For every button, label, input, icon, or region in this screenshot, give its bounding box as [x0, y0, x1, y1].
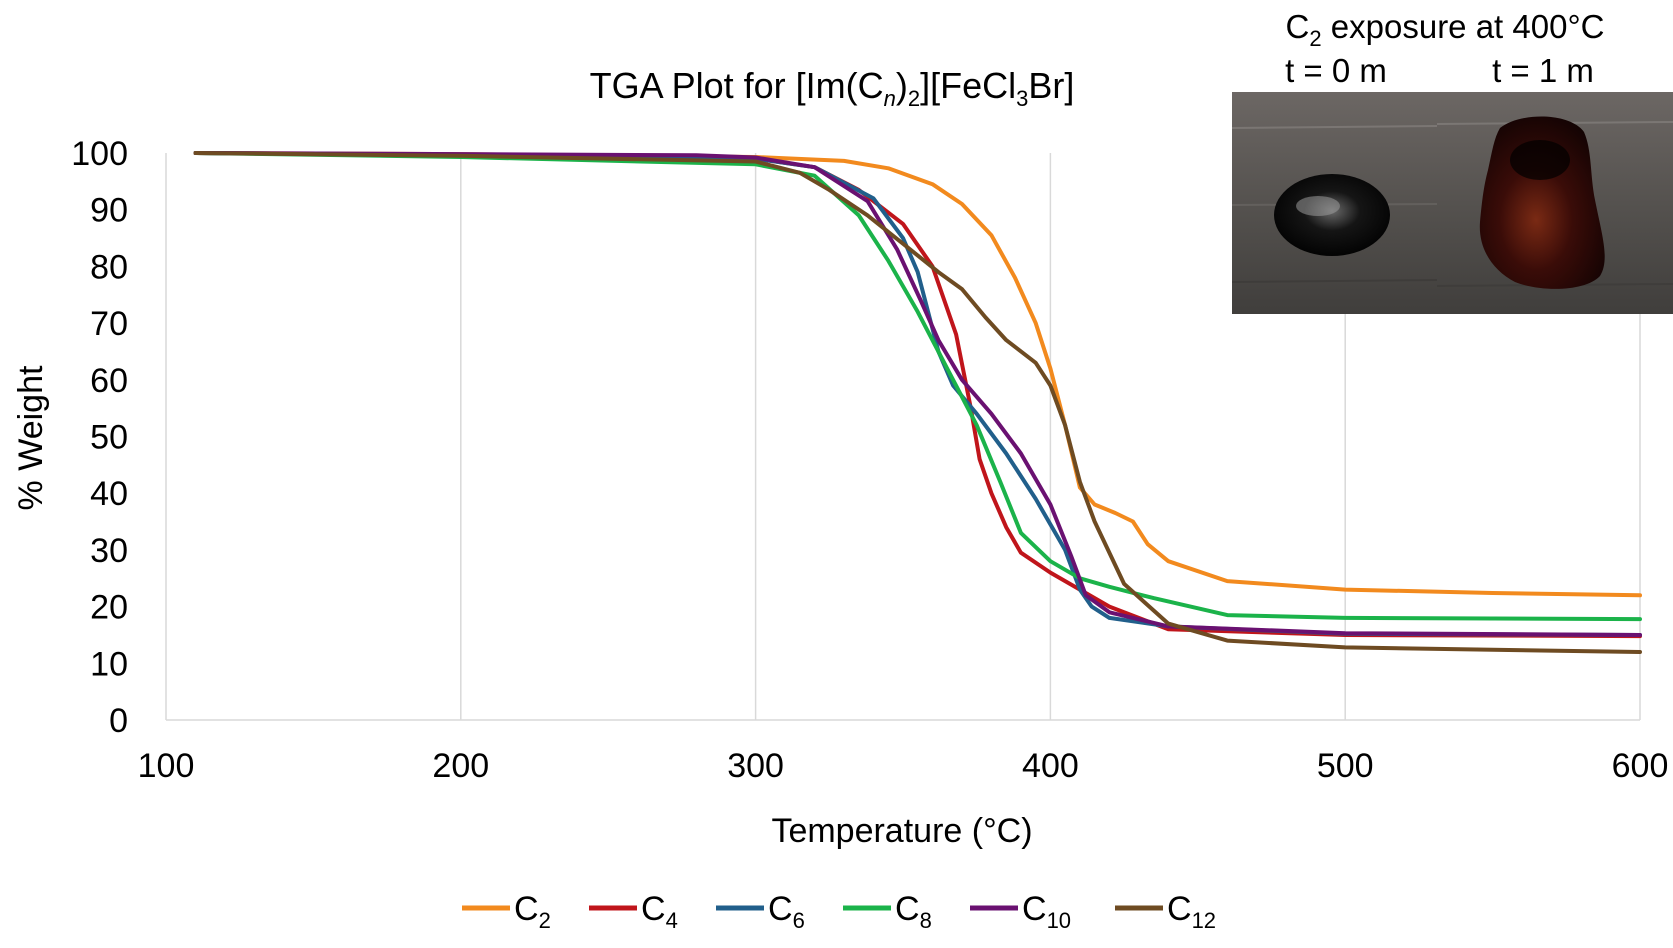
y-tick-label: 100: [71, 135, 128, 173]
data-series: [193, 151, 1642, 654]
photo-after: [1436, 92, 1673, 314]
x-axis-title: Temperature (°C): [771, 812, 1032, 850]
inset-title: C2 exposure at 400°C: [1286, 8, 1605, 51]
y-tick-label: 50: [90, 419, 128, 457]
legend-item-c12: C12: [1115, 890, 1216, 933]
y-tick-label: 30: [90, 532, 128, 570]
legend-item-c8: C8: [843, 890, 932, 933]
inset-label-left: t = 0 m: [1285, 52, 1387, 89]
inset-photos: C2 exposure at 400°C t = 0 m t = 1 m: [1231, 8, 1673, 314]
x-tick-label: 200: [432, 747, 489, 785]
legend-item-c6: C6: [716, 890, 805, 933]
liquid-drop: [1274, 174, 1390, 256]
x-tick-label: 400: [1022, 747, 1079, 785]
chart-title: TGA Plot for [Im(Cn)2][FeCl3Br]: [590, 65, 1075, 111]
series-line-c2: [193, 151, 1642, 598]
series-line-c12: [193, 151, 1642, 654]
y-tick-label: 0: [109, 702, 128, 740]
y-tick-label: 80: [90, 248, 128, 286]
series-line-c10: [193, 151, 1642, 637]
y-tick-label: 90: [90, 192, 128, 230]
legend-label: C12: [1167, 890, 1216, 933]
y-tick-label: 20: [90, 589, 128, 627]
axes: 100 200 300 400 500 600 0 10 20 30 40 50 60 70 80 90 100: [71, 135, 1668, 785]
legend: C2 C4 C6 C8 C10 C12: [462, 890, 1216, 933]
legend-item-c4: C4: [589, 890, 678, 933]
legend-label: C4: [641, 890, 678, 933]
y-tick-label: 70: [90, 305, 128, 343]
legend-item-c2: C2: [462, 890, 551, 933]
legend-label: C2: [514, 890, 551, 933]
y-tick-label: 10: [90, 645, 128, 683]
x-tick-label: 500: [1317, 747, 1374, 785]
legend-item-c10: C10: [970, 890, 1071, 933]
legend-label: C6: [768, 890, 805, 933]
inset-label-right: t = 1 m: [1492, 52, 1594, 89]
photo-before: [1231, 92, 1438, 314]
y-tick-label: 40: [90, 475, 128, 513]
legend-label: C8: [895, 890, 932, 933]
x-tick-label: 100: [138, 747, 195, 785]
x-tick-label: 600: [1612, 747, 1669, 785]
y-axis-title: % Weight: [12, 365, 50, 510]
legend-label: C10: [1022, 890, 1071, 933]
x-tick-label: 300: [727, 747, 784, 785]
y-tick-label: 60: [90, 362, 128, 400]
